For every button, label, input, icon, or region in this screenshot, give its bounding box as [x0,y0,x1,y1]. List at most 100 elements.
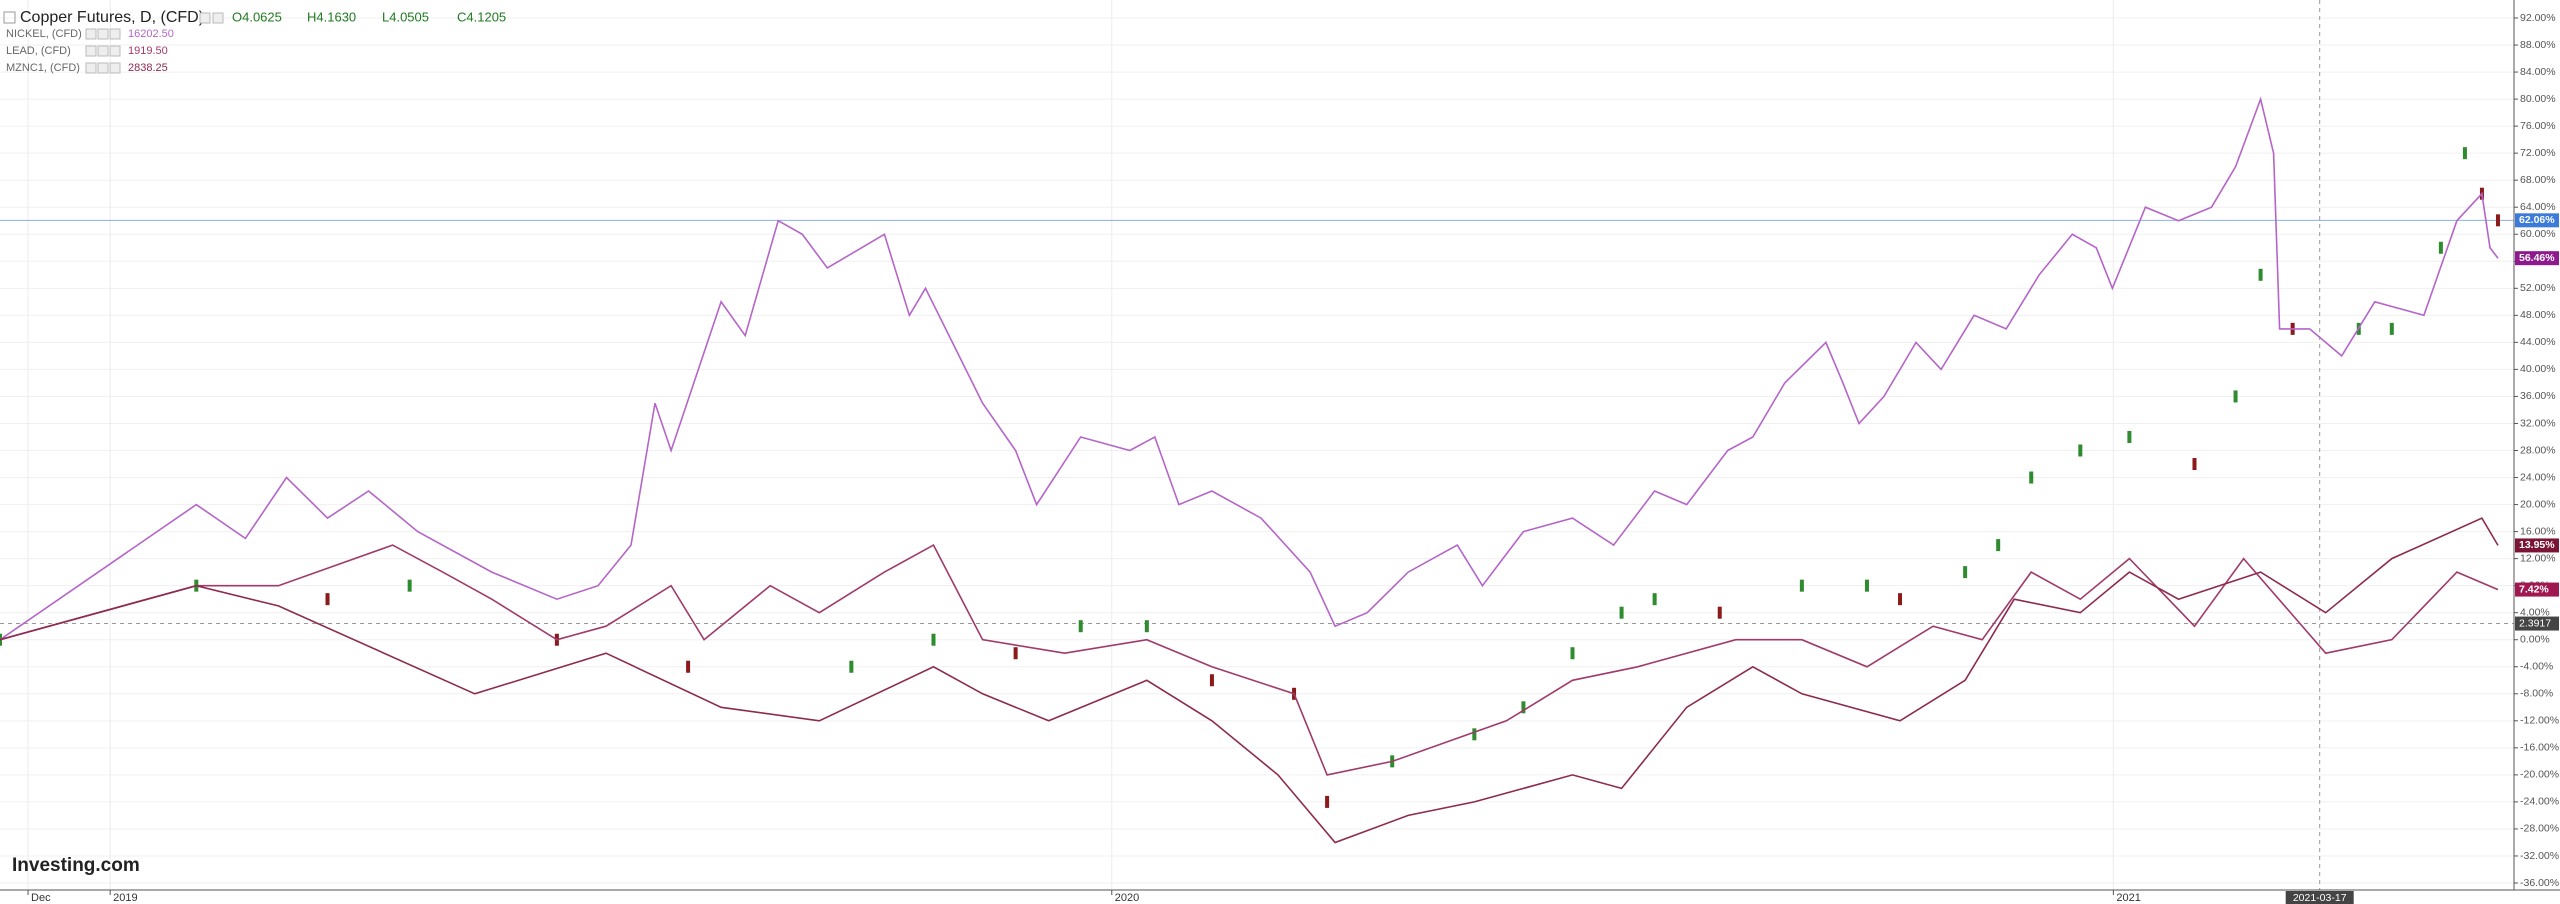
legend-price: 16202.50 [128,28,174,40]
candle [2029,471,2034,484]
y-tick-label: -24.00% [2520,796,2559,808]
y-tick-label: -4.00% [2520,661,2553,673]
x-tick-label: 2020 [1115,892,1139,904]
legend-label: MZNC1, (CFD) [6,62,80,74]
candle [1144,620,1149,633]
candle [1864,579,1869,592]
legend-icon[interactable] [85,45,97,57]
candle [1078,620,1083,633]
candle [1521,701,1526,714]
ohlc-value: C4.1205 [457,9,506,24]
candle [2127,430,2132,443]
legend-icon[interactable] [109,62,121,74]
settings-icon[interactable] [199,12,211,24]
plot-area [0,96,2500,844]
y-tick-label: 4.00% [2520,606,2550,618]
y-tick-label: -12.00% [2520,715,2559,727]
y-tick-label: 64.00% [2520,201,2556,213]
last-value-label: 7.42% [2519,583,2549,595]
y-tick-label: 84.00% [2520,66,2556,78]
candle [2438,241,2443,254]
candle [686,660,691,673]
y-tick-label: 48.00% [2520,309,2556,321]
legend-price: 2838.25 [128,62,168,74]
collapse-icon[interactable] [3,11,16,24]
y-tick-label: 0.00% [2520,634,2550,646]
legend-icon[interactable] [109,28,121,40]
ohlc-value: H4.1630 [307,9,356,24]
candle [1570,647,1575,660]
legend-icon[interactable] [85,28,97,40]
x-tick-label: 2019 [113,892,137,904]
candle [849,660,854,673]
legend-label: LEAD, (CFD) [6,45,71,57]
candle [1898,593,1903,606]
y-tick-label: -32.00% [2520,850,2559,862]
last-value-tag [2515,582,2559,597]
settings-icon[interactable] [212,12,224,24]
y-tick-label: 40.00% [2520,363,2556,375]
candle [1996,539,2001,552]
candle [2462,147,2467,160]
y-tick-label: -8.00% [2520,688,2553,700]
crosshair-x-tag [2285,891,2354,904]
legend-price: 1919.50 [128,45,168,57]
crosshair-x-label: 2021-03-17 [2293,892,2347,904]
legend: Copper Futures, D, (CFD) O4.0625 H4.1630 L… [3,9,506,74]
y-tick-label: -16.00% [2520,742,2559,754]
candle [1717,606,1722,619]
y-tick-label: 16.00% [2520,525,2556,537]
candle [1209,674,1214,687]
crosshair-y-label: 2.3917 [2519,617,2551,629]
ohlc-value: O4.0625 [232,9,282,24]
last-value-tag [2515,213,2559,228]
legend-icon[interactable] [97,28,109,40]
ohlc-value: L4.0505 [382,9,429,24]
last-value-tag [2515,538,2559,553]
series-line [0,544,2499,776]
chart-title: Copper Futures, D, (CFD) [20,9,204,26]
legend-icon[interactable] [97,62,109,74]
y-tick-label: 80.00% [2520,93,2556,105]
candle [325,593,330,606]
y-tick-label: 88.00% [2520,39,2556,51]
series-line [0,517,2499,844]
y-tick-label: 68.00% [2520,174,2556,186]
candle [1013,647,1018,660]
candle [1799,579,1804,592]
y-tick-label: 76.00% [2520,120,2556,132]
y-tick-label: 20.00% [2520,498,2556,510]
y-tick-label: 12.00% [2520,552,2556,564]
y-tick-label: -28.00% [2520,823,2559,835]
candle [1619,606,1624,619]
candle [2233,390,2238,403]
candle [2389,322,2394,335]
y-tick-label: -20.00% [2520,769,2559,781]
legend-icon[interactable] [109,45,121,57]
y-tick-label: 72.00% [2520,147,2556,159]
y-tick-label: 36.00% [2520,390,2556,402]
last-value-label: 13.95% [2519,539,2555,551]
series-line [0,96,2499,641]
candle [1963,566,1968,579]
legend-icon[interactable] [85,62,97,74]
legend-icon[interactable] [97,45,109,57]
candle [2495,214,2500,227]
crosshair-y-tag [2515,616,2559,631]
candle [2078,444,2083,457]
last-value-label: 56.46% [2519,252,2555,264]
candle [2192,458,2197,471]
candle [2258,268,2263,281]
legend-label: NICKEL, (CFD) [6,28,82,40]
watermark: Investing.com [12,855,140,876]
y-tick-label: 24.00% [2520,471,2556,483]
candle [407,579,412,592]
candle [1652,593,1657,606]
y-tick-label: 28.00% [2520,444,2556,456]
candle [931,633,936,646]
candle [1472,728,1477,741]
last-value-label: 62.06% [2519,214,2555,226]
y-tick-label: 92.00% [2520,12,2556,24]
